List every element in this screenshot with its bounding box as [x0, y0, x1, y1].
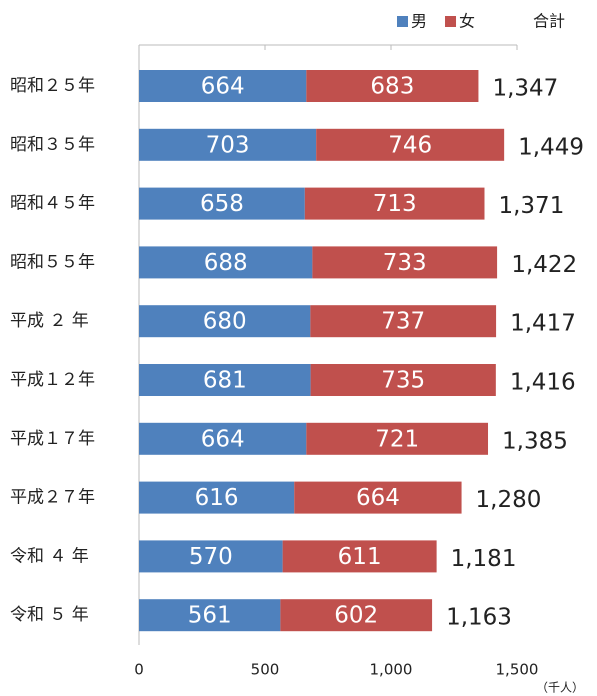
bar-segment: [139, 305, 311, 338]
legend-swatch: [445, 16, 457, 27]
y-tick-label: 平成１２年: [10, 370, 95, 390]
bar-segment: [139, 128, 317, 161]
y-tick-label: 昭和２５年: [10, 76, 95, 96]
bar-segment: [139, 599, 281, 632]
data-label: 561: [188, 603, 232, 629]
bar-segment: [306, 422, 489, 455]
data-label: 570: [189, 544, 233, 570]
bar-segment: [306, 70, 479, 102]
total-label: 1,416: [510, 370, 576, 396]
data-label: 683: [370, 74, 414, 100]
data-label: 703: [206, 132, 250, 158]
bar-segment: [139, 422, 307, 455]
data-label: 616: [195, 485, 239, 511]
bar-segment: [310, 364, 496, 396]
data-label: 611: [338, 544, 382, 570]
bar-segment: [316, 128, 505, 161]
legend-swatch: [397, 16, 408, 27]
x-unit: （千人）: [536, 681, 584, 695]
data-label: 733: [383, 250, 427, 276]
total-label: 1,385: [502, 428, 568, 454]
bar-segment: [282, 540, 437, 573]
bar-segment: [139, 187, 305, 220]
data-label: 746: [388, 132, 432, 158]
y-tick-label: 平成２７年: [10, 488, 95, 508]
legend-label: 合計: [533, 12, 565, 31]
total-label: 1,371: [498, 193, 564, 219]
data-label: 681: [203, 368, 247, 394]
bar-segment: [280, 599, 433, 632]
total-label: 1,347: [492, 76, 558, 102]
total-label: 1,280: [476, 487, 542, 513]
data-label: 602: [334, 603, 378, 629]
data-label: 658: [200, 191, 244, 217]
bar-segment: [294, 481, 462, 514]
total-label: 1,417: [510, 311, 576, 337]
y-tick-label: 平成１７年: [10, 429, 95, 449]
y-tick-label: 令和 ４ 年: [10, 546, 89, 566]
data-label: 680: [203, 309, 247, 335]
y-tick-label: 昭和５５年: [10, 252, 95, 272]
legend-label: 男: [411, 12, 427, 31]
data-label: 737: [381, 309, 425, 335]
x-tick-label: 1,500: [496, 661, 539, 679]
bar-segment: [312, 246, 498, 279]
data-label: 664: [201, 74, 245, 100]
bar-segment: [139, 481, 295, 514]
bar-segment: [139, 540, 283, 573]
y-tick-label: 令和 ５ 年: [10, 605, 89, 625]
data-label: 688: [204, 250, 248, 276]
total-label: 1,163: [446, 605, 512, 631]
y-tick-label: 昭和３５年: [10, 135, 95, 155]
x-tick-label: 1,000: [370, 661, 413, 679]
data-label: 721: [375, 426, 419, 452]
total-label: 1,422: [511, 252, 577, 278]
data-label: 664: [201, 426, 245, 452]
total-label: 1,181: [451, 546, 517, 572]
total-label: 1,449: [518, 134, 584, 160]
data-label: 735: [381, 368, 425, 394]
bar-segment: [304, 187, 485, 220]
y-tick-label: 昭和４５年: [10, 194, 95, 214]
bar-segment: [139, 246, 313, 279]
data-label: 664: [356, 485, 400, 511]
bar-segment: [310, 305, 497, 338]
bar-segment: [139, 364, 311, 396]
data-label: 713: [373, 191, 417, 217]
y-tick-label: 平成 ２ 年: [10, 311, 89, 331]
x-tick-label: 500: [251, 661, 280, 679]
x-tick-label: 0: [134, 661, 144, 679]
legend-label: 女: [459, 12, 475, 31]
bar-segment: [139, 70, 307, 102]
